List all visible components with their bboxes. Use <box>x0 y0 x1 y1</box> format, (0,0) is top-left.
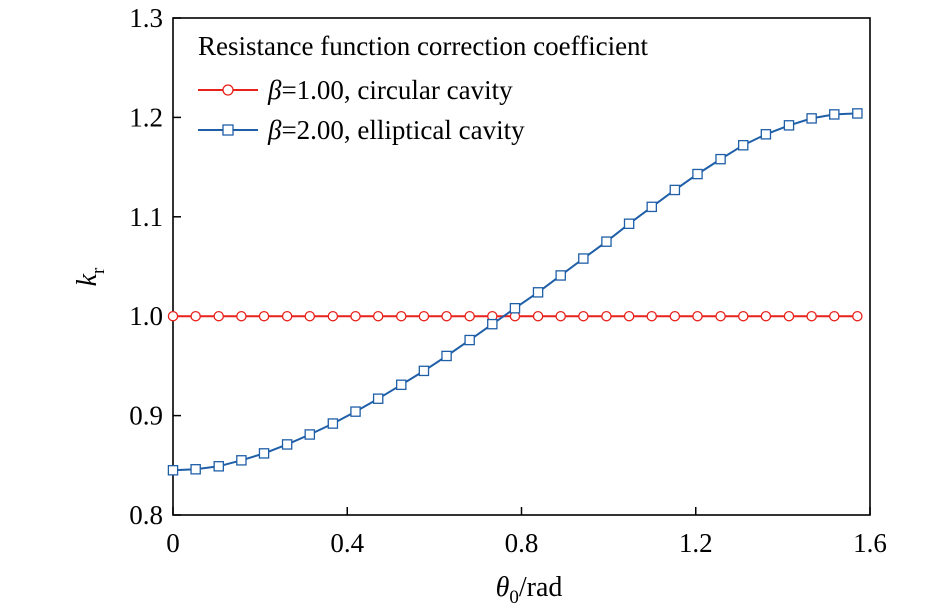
x-tick-label: 0 <box>166 528 180 558</box>
data-point <box>327 310 339 322</box>
data-point <box>418 310 430 322</box>
axis-ticks: 0 0.4 0.8 1.2 1.6 0.8 0.9 1.0 1.1 1.2 1.3 <box>129 3 887 558</box>
data-point <box>669 184 681 196</box>
data-point <box>829 109 840 120</box>
data-point <box>190 310 201 322</box>
data-point <box>396 310 407 322</box>
data-point <box>487 318 498 330</box>
data-point <box>692 168 703 180</box>
data-point <box>578 253 589 264</box>
data-point <box>669 310 681 322</box>
data-point <box>646 201 658 213</box>
data-point <box>418 365 430 377</box>
legend-marker <box>222 84 234 96</box>
data-point <box>304 310 316 322</box>
data-point <box>281 310 293 322</box>
data-point <box>623 310 635 322</box>
data-point <box>646 310 658 322</box>
data-point <box>578 310 589 322</box>
data-point <box>236 455 247 466</box>
data-point <box>852 310 863 322</box>
series-layer <box>167 108 863 476</box>
data-point <box>441 350 452 362</box>
data-point <box>372 393 384 404</box>
data-point <box>258 310 270 322</box>
y-tick-label: 0.8 <box>129 500 163 530</box>
data-point <box>760 129 772 140</box>
legend-label: β=1.00, circular cavity <box>267 75 513 105</box>
legend-entry-1: β=1.00, circular cavity <box>198 75 513 105</box>
legend-text: =1.00, circular cavity <box>281 75 513 105</box>
data-point <box>213 461 224 472</box>
legend-label: β=2.00, elliptical cavity <box>267 115 525 145</box>
x-tick-label: 1.2 <box>679 528 713 558</box>
data-point <box>601 236 612 247</box>
x-axis-symbol: θ <box>496 572 510 603</box>
data-point <box>601 310 612 322</box>
y-tick-label: 1.1 <box>129 202 163 232</box>
x-tick-label: 1.6 <box>853 528 887 558</box>
data-point <box>532 310 544 322</box>
y-tick-label: 1.0 <box>129 301 163 331</box>
x-axis-unit: /rad <box>519 572 563 603</box>
legend: Resistance function correction coefficie… <box>198 31 649 145</box>
data-point <box>760 310 772 322</box>
data-point <box>715 153 726 165</box>
data-point <box>167 310 179 322</box>
data-point <box>692 310 703 322</box>
data-point <box>806 113 817 124</box>
data-point <box>350 310 361 322</box>
data-point <box>623 218 635 230</box>
data-point <box>509 302 521 314</box>
y-tick-label: 1.2 <box>129 102 163 132</box>
x-tick-label: 0.8 <box>505 528 539 558</box>
legend-text: =2.00, elliptical cavity <box>281 115 525 145</box>
data-point <box>258 448 270 459</box>
data-point <box>829 310 840 322</box>
y-tick-label: 1.3 <box>129 3 163 33</box>
data-point <box>350 406 361 417</box>
data-point <box>464 334 475 346</box>
data-point <box>806 310 817 322</box>
y-tick-label: 0.9 <box>129 401 163 431</box>
data-point <box>783 310 795 322</box>
legend-symbol: β <box>267 75 282 105</box>
data-point <box>555 270 566 281</box>
data-point <box>783 120 795 131</box>
data-point <box>555 310 566 322</box>
data-point <box>372 310 384 322</box>
y-axis-subscript: r <box>88 267 109 274</box>
data-point <box>737 139 749 151</box>
data-point <box>852 108 863 119</box>
data-point <box>464 310 475 322</box>
series-line <box>172 112 858 472</box>
series-1 <box>167 310 863 322</box>
data-point <box>737 310 749 322</box>
x-tick-label: 0.4 <box>330 528 364 558</box>
data-point <box>167 465 179 476</box>
data-point <box>715 310 726 322</box>
data-point <box>304 429 316 440</box>
data-point <box>213 310 224 322</box>
data-point <box>327 418 339 429</box>
x-axis-title: θ0/rad <box>496 572 563 608</box>
y-axis-title: kr <box>72 267 109 286</box>
data-point <box>236 310 247 322</box>
series-2 <box>167 108 863 476</box>
data-point <box>441 310 452 322</box>
legend-marker <box>222 124 234 136</box>
x-axis-subscript: 0 <box>509 587 519 608</box>
data-point <box>281 439 293 450</box>
legend-title: Resistance function correction coefficie… <box>198 31 649 61</box>
legend-entry-2: β=2.00, elliptical cavity <box>198 115 525 145</box>
data-point <box>532 287 544 298</box>
y-axis-symbol: k <box>72 273 103 286</box>
data-point <box>396 379 407 391</box>
legend-symbol: β <box>267 115 282 145</box>
data-point <box>190 464 201 475</box>
